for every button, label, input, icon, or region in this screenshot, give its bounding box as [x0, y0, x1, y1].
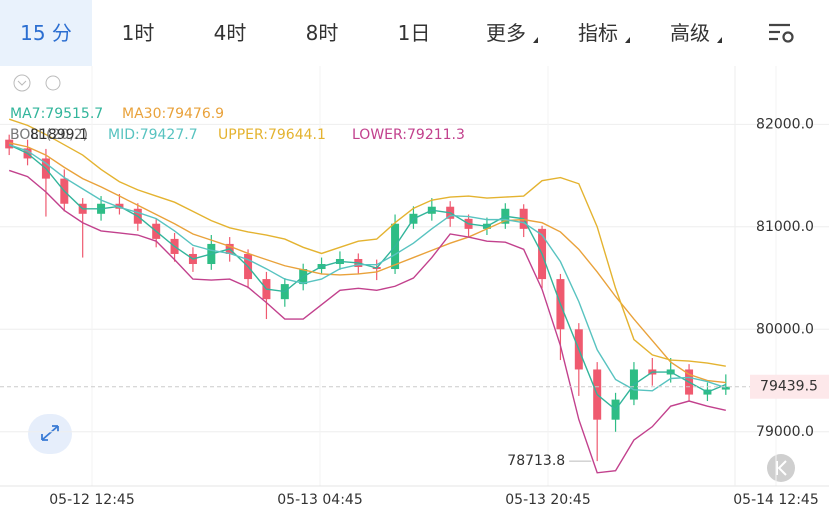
chart: 82000.0 81000.0 80000.0 79000.0 05-12 12:45 0…: [0, 66, 829, 508]
indicator-line: [8, 144, 727, 411]
price-label: 79439.5: [760, 379, 818, 395]
reset-icon: [776, 460, 787, 476]
tab[interactable]: 1时: [121, 21, 155, 45]
tab[interactable]: 1日: [397, 21, 431, 45]
tab[interactable]: 15 分: [0, 0, 92, 66]
legend-entry: MA7:79515.7: [10, 106, 103, 122]
x-tick-label: 05-12 12:45: [49, 492, 134, 508]
settings-icon[interactable]: [766, 20, 796, 46]
indicator-line: [9, 142, 726, 384]
high-label: 81899.1: [30, 127, 88, 143]
legend-entry: MA30:79476.9: [122, 106, 224, 122]
y-tick-label: 81000.0: [756, 219, 814, 235]
legend-entry: UPPER:79644.1: [218, 127, 326, 143]
x-tick-label: 05-13 04:45: [277, 492, 362, 508]
tab[interactable]: 4时: [213, 21, 247, 45]
interval-tabs: 15 分 1时 4时 8时 1日 更多 指标 高级: [0, 0, 829, 66]
tab[interactable]: 高级: [644, 0, 736, 66]
reset-button[interactable]: [767, 454, 795, 482]
legend-entry: LOWER:79211.3: [352, 127, 465, 143]
y-tick-label: 79000.0: [756, 424, 814, 440]
tab[interactable]: 更多: [460, 0, 552, 66]
y-tick-label: 82000.0: [756, 116, 814, 132]
x-tick-label: 05-14 12:45: [733, 492, 818, 508]
gear-icon[interactable]: [45, 75, 61, 91]
indicator-line: [8, 169, 726, 474]
low-label: 78713.8: [507, 453, 565, 469]
candle-body: [5, 139, 14, 149]
y-tick-label: 80000.0: [756, 321, 814, 337]
indicator-label: BOLL(20,2): [10, 127, 88, 143]
candle-body: [721, 386, 730, 390]
indicator-line: [8, 144, 727, 392]
indicator-line: [8, 118, 726, 367]
collapse-icon[interactable]: [13, 74, 31, 92]
legend-entry: MID:79427.7: [108, 127, 198, 143]
x-tick-label: 05-13 20:45: [505, 492, 590, 508]
price-tag: [750, 374, 829, 399]
tab[interactable]: 8时: [305, 21, 339, 45]
tab[interactable]: 指标: [552, 0, 644, 66]
expand-icon: [41, 425, 59, 441]
plot-area: [0, 66, 829, 486]
collapse-arrow: [17, 80, 27, 86]
